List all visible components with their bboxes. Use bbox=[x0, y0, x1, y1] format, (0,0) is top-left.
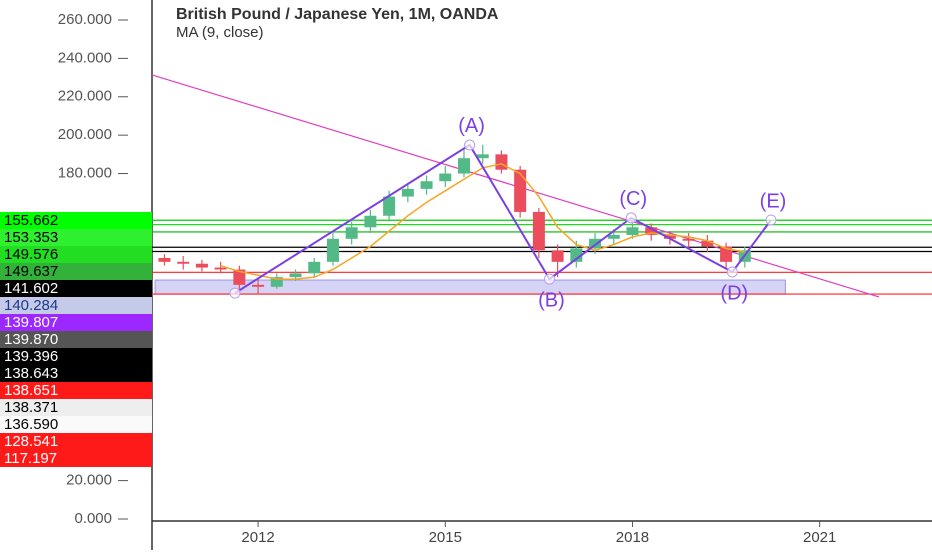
candle-body bbox=[607, 234, 620, 239]
price-badge bbox=[0, 297, 152, 314]
price-badge bbox=[0, 433, 152, 450]
wave-point bbox=[625, 212, 637, 224]
candle-body bbox=[495, 154, 508, 170]
wave-line bbox=[234, 143, 772, 294]
price-badge-label: 136.590 bbox=[4, 416, 58, 433]
price-badge bbox=[0, 416, 152, 433]
candle-body bbox=[645, 227, 658, 235]
price-badge-label: 149.576 bbox=[4, 246, 58, 263]
candle-body bbox=[252, 284, 265, 287]
price-badge-label: 138.371 bbox=[4, 399, 58, 416]
price-badge-label: 155.662 bbox=[4, 212, 58, 229]
candle-body bbox=[158, 257, 171, 262]
price-badge bbox=[0, 263, 152, 280]
candle-body bbox=[420, 181, 433, 189]
wave-label: (E) bbox=[760, 190, 787, 212]
candle-body bbox=[289, 273, 302, 278]
candle-body bbox=[720, 246, 733, 262]
price-badge-label: 153.353 bbox=[4, 229, 58, 246]
price-badge-label: 128.541 bbox=[4, 433, 58, 450]
candle-body bbox=[345, 227, 358, 239]
wave-label: (B) bbox=[538, 289, 565, 311]
x-tick-label: 2021 bbox=[803, 529, 836, 546]
candle-body bbox=[233, 269, 246, 285]
candle-body bbox=[589, 238, 602, 249]
candle-body bbox=[177, 261, 190, 264]
price-badge bbox=[0, 348, 152, 365]
wave-point bbox=[229, 287, 241, 299]
candle-body bbox=[663, 234, 676, 239]
price-badge bbox=[0, 229, 152, 246]
plot-area: (A) (B) (C) (D) (E) bbox=[151, 74, 932, 311]
price-badge bbox=[0, 280, 152, 297]
wave-label: (C) bbox=[619, 188, 647, 210]
wave-point bbox=[464, 139, 476, 151]
candle-body bbox=[326, 238, 339, 262]
price-badge-label: 141.602 bbox=[4, 280, 58, 297]
y-tick-label: 180.000 bbox=[58, 165, 112, 182]
price-badge-label: 140.284 bbox=[4, 297, 58, 314]
zone bbox=[154, 279, 786, 295]
price-badge bbox=[0, 399, 152, 416]
price-badge-label: 139.870 bbox=[4, 331, 58, 348]
candle-body bbox=[476, 154, 489, 159]
y-tick-label: 240.000 bbox=[58, 49, 112, 66]
y-tick-label: 220.000 bbox=[58, 88, 112, 105]
y-tick-label: 200.000 bbox=[58, 126, 112, 143]
candle-body bbox=[626, 227, 639, 235]
candle-body bbox=[701, 240, 714, 247]
candle-body bbox=[514, 169, 527, 212]
price-badge bbox=[0, 365, 152, 382]
price-badge bbox=[0, 382, 152, 399]
candle-body bbox=[270, 277, 283, 287]
candle-body bbox=[532, 211, 545, 251]
y-tick-label: 260.000 bbox=[58, 11, 112, 28]
candle-body bbox=[401, 188, 414, 197]
chart-title: British Pound / Japanese Yen, 1M, OANDA bbox=[176, 6, 499, 23]
wave-label: (A) bbox=[458, 115, 485, 137]
candle-body bbox=[195, 263, 208, 268]
price-badge bbox=[0, 212, 152, 229]
price-badge-label: 139.807 bbox=[4, 314, 58, 331]
y-tick-label: 0.000 bbox=[74, 510, 112, 527]
candle-body bbox=[214, 267, 227, 270]
candle-body bbox=[551, 250, 564, 262]
candle-body bbox=[308, 261, 321, 274]
indicator-label: MA (9, close) bbox=[176, 24, 264, 41]
price-badge-label: 149.637 bbox=[4, 263, 58, 280]
price-badge bbox=[0, 331, 152, 348]
wave-point bbox=[543, 273, 555, 285]
wave-point bbox=[726, 266, 738, 278]
price-badge bbox=[0, 246, 152, 263]
wave-label: (D) bbox=[720, 282, 748, 304]
candle-body bbox=[383, 196, 396, 216]
x-tick-label: 2012 bbox=[241, 529, 274, 546]
price-badge-label: 117.197 bbox=[4, 450, 57, 467]
candle-body bbox=[364, 215, 377, 228]
price-badge-label: 138.651 bbox=[4, 382, 58, 399]
candle-body bbox=[570, 248, 583, 262]
candle-body bbox=[682, 238, 695, 241]
candle-body bbox=[458, 158, 470, 174]
x-tick-label: 2018 bbox=[616, 529, 649, 546]
wave-point bbox=[765, 214, 777, 226]
y-tick-label: 20.000 bbox=[66, 472, 112, 489]
price-badge bbox=[0, 450, 152, 467]
candle-body bbox=[439, 173, 452, 182]
x-tick-label: 2015 bbox=[429, 529, 462, 546]
price-badge-label: 139.396 bbox=[4, 348, 58, 365]
price-badge-label: 138.643 bbox=[4, 365, 58, 382]
price-badge bbox=[0, 314, 152, 331]
